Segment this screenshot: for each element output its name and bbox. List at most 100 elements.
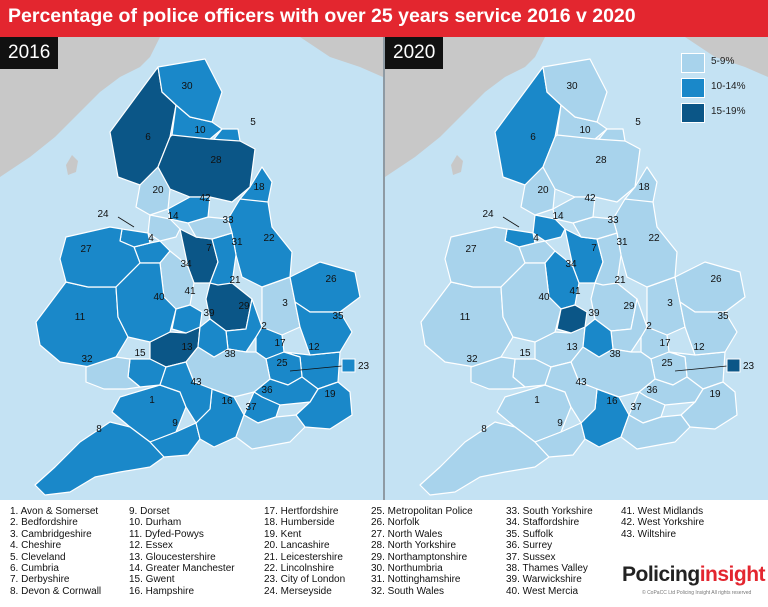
force-label: 17 bbox=[274, 338, 286, 349]
force-area-32 bbox=[470, 356, 526, 390]
key-entry: 2. Bedfordshire bbox=[10, 517, 78, 529]
force-area-30 bbox=[542, 58, 608, 123]
key-entry: 13. Gloucestershire bbox=[129, 551, 216, 563]
key-entry: 16. Hampshire bbox=[129, 585, 195, 597]
force-label: 29 bbox=[238, 301, 250, 312]
force-area-41 bbox=[171, 304, 203, 334]
force-area-32 bbox=[85, 356, 141, 390]
force-label: 9 bbox=[172, 418, 178, 429]
legend-swatch bbox=[681, 103, 705, 123]
key-column: 41. West Midlands 42. West Yorkshire 43. W… bbox=[621, 506, 704, 540]
force-label: 25 bbox=[661, 358, 673, 369]
force-label: 15 bbox=[134, 348, 146, 359]
foreign-land bbox=[685, 37, 768, 77]
force-label: 21 bbox=[229, 275, 241, 286]
force-label: 39 bbox=[203, 308, 215, 319]
force-label: 42 bbox=[199, 193, 211, 204]
key-entry: 8. Devon & Cornwall bbox=[10, 585, 102, 597]
key-entry: 35. Suffolk bbox=[506, 528, 554, 540]
copyright: © CoPaCC Ltd Policing Insight All rights… bbox=[642, 590, 752, 596]
force-label: 24 bbox=[97, 209, 109, 220]
legend-item: 15-19% bbox=[681, 103, 761, 128]
force-label: 37 bbox=[630, 402, 642, 413]
key-entry: 4. Cheshire bbox=[10, 540, 62, 552]
force-area-42 bbox=[552, 196, 596, 224]
force-area-40 bbox=[500, 262, 562, 343]
key-entry: 5. Cleveland bbox=[10, 551, 66, 563]
key-entry: 30. Northumbria bbox=[371, 563, 443, 575]
force-area-26 bbox=[674, 261, 746, 313]
force-label: 38 bbox=[609, 349, 621, 360]
key-entry: 14. Greater Manchester bbox=[129, 563, 235, 575]
force-label: 14 bbox=[552, 211, 564, 222]
force-label: 40 bbox=[153, 292, 165, 303]
force-area-41 bbox=[556, 304, 588, 334]
key-entry: 42. West Yorkshire bbox=[621, 517, 705, 529]
force-label: 8 bbox=[96, 424, 102, 435]
force-label: 32 bbox=[466, 354, 478, 365]
force-label: 35 bbox=[332, 311, 344, 322]
force-label: 43 bbox=[190, 377, 202, 388]
force-label: 9 bbox=[557, 418, 563, 429]
key-column: 1. Avon & Somerset 2. Bedfordshire 3. Camb… bbox=[10, 506, 101, 597]
force-label: 34 bbox=[565, 259, 577, 270]
force-area-35 bbox=[679, 301, 738, 356]
foreign-land bbox=[66, 155, 78, 175]
force-area-40 bbox=[115, 262, 177, 343]
legend-label: 15-19% bbox=[711, 106, 746, 117]
force-label: 2 bbox=[646, 321, 652, 332]
key-column: 33. South Yorkshire 34. Staffordshire 35. … bbox=[506, 506, 593, 597]
force-label: 3 bbox=[667, 298, 673, 309]
key-entry: 38. Thames Valley bbox=[506, 563, 588, 575]
key-entry: 39. Warwickshire bbox=[506, 574, 582, 586]
key-entry: 21. Leicestershire bbox=[264, 551, 343, 563]
key-entry: 20. Lancashire bbox=[264, 540, 330, 552]
force-area-8 bbox=[34, 421, 165, 496]
map-panel-2016: 23 1 2 3 4 5 6 7 8 9 10 11 12 13 14 15 16 17 18 19 20 21 22 24 2… bbox=[0, 37, 383, 500]
key-entry: 18. Humberside bbox=[264, 517, 335, 529]
key-entry: 3. Cambridgeshire bbox=[10, 528, 92, 540]
callout-line bbox=[674, 365, 728, 372]
force-label: 23 bbox=[743, 361, 755, 372]
force-label: 22 bbox=[263, 233, 275, 244]
force-label: 27 bbox=[465, 244, 477, 255]
force-label: 26 bbox=[325, 274, 337, 285]
force-label: 33 bbox=[607, 215, 619, 226]
force-label: 15 bbox=[519, 348, 531, 359]
force-label: 20 bbox=[537, 185, 549, 196]
key-entry: 11. Dyfed-Powys bbox=[129, 528, 204, 540]
key-entry: 29. Northamptonshire bbox=[371, 551, 468, 563]
force-label: 1 bbox=[149, 395, 155, 406]
force-area-28 bbox=[157, 134, 256, 203]
force-label: 20 bbox=[152, 185, 164, 196]
force-label: 8 bbox=[481, 424, 487, 435]
key-entry: 1. Avon & Somerset bbox=[10, 506, 99, 517]
key-entry: 27. North Wales bbox=[371, 528, 443, 540]
force-label: 31 bbox=[231, 237, 243, 248]
force-label: 28 bbox=[210, 155, 222, 166]
year-tag-2020: 2020 bbox=[385, 37, 444, 69]
force-label: 28 bbox=[595, 155, 607, 166]
force-area-43 bbox=[544, 361, 598, 424]
legend-label: 5-9% bbox=[711, 56, 735, 67]
key-entry: 28. North Yorkshire bbox=[371, 540, 457, 552]
title-bar: Percentage of police officers with over … bbox=[0, 0, 768, 37]
brand-part2: insight bbox=[699, 563, 766, 586]
brand-part1: Policing bbox=[622, 563, 700, 586]
force-label: 38 bbox=[224, 349, 236, 360]
map-2020: 2312345678910111213141516171819202122242… bbox=[385, 37, 768, 496]
force-label: 14 bbox=[167, 211, 179, 222]
key-entry: 33. South Yorkshire bbox=[506, 506, 593, 517]
force-label: 2 bbox=[261, 321, 267, 332]
force-label: 27 bbox=[80, 244, 92, 255]
key-column: 25. Metropolitan Police 26. Norfolk 27. No… bbox=[371, 506, 473, 597]
force-area-39 bbox=[582, 318, 614, 358]
force-area-39 bbox=[197, 318, 229, 358]
force-label: 10 bbox=[579, 125, 591, 136]
map-panel-2020: 23 1 2 3 4 5 6 7 8 9 10 11 12 13 14 15 16 17 18 19 20 21 22 24 2… bbox=[385, 37, 768, 500]
force-label: 32 bbox=[81, 354, 93, 365]
key-entry: 32. South Wales bbox=[371, 585, 445, 597]
legend-label: 10-14% bbox=[711, 81, 746, 92]
force-label: 13 bbox=[181, 342, 193, 353]
force-area-31 bbox=[209, 232, 237, 286]
